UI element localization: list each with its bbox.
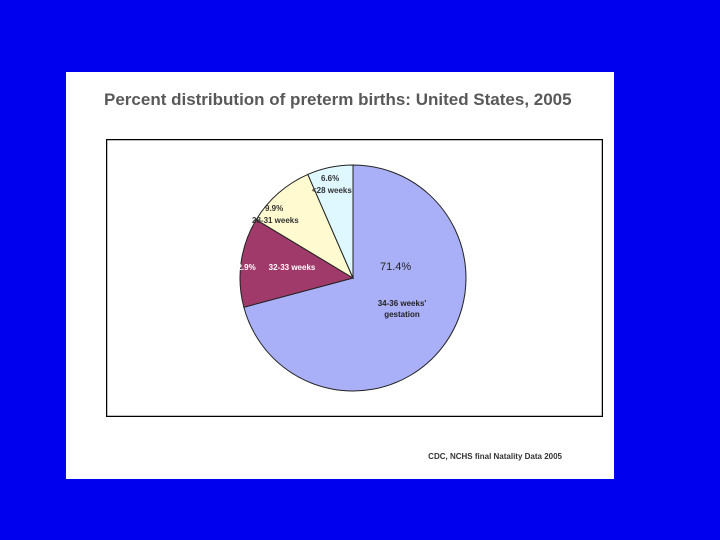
chart (106, 139, 603, 417)
pie-slice (307, 164, 354, 279)
category-label: 34-36 weeks' gestation (377, 299, 427, 319)
value-label: 12.9% (233, 263, 256, 272)
pie-slice (239, 218, 355, 308)
card: Percent distribution of preterm births: … (66, 72, 614, 479)
value-label: 9.9% (265, 204, 284, 213)
value-label: 71.4% (380, 261, 412, 273)
source-note: CDC, NCHS final Natality Data 2005 (428, 452, 562, 461)
category-label: 28-31 weeks (252, 216, 299, 225)
pie-slice (243, 164, 467, 392)
category-label: <28 weeks (312, 186, 352, 195)
value-label: 6.6% (321, 174, 340, 183)
category-label: 32-33 weeks (268, 263, 316, 272)
chart-title: Percent distribution of preterm births: … (104, 90, 572, 109)
